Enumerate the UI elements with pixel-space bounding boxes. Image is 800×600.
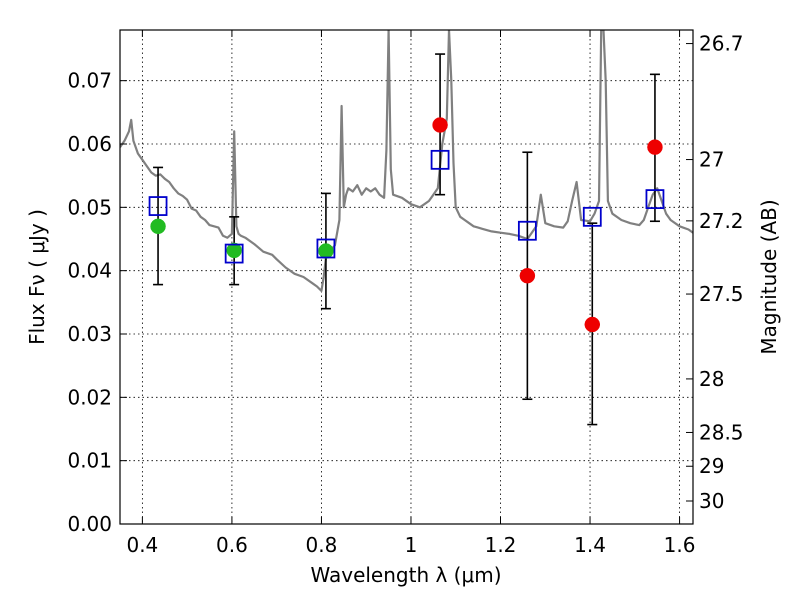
y-tick-label: 0.05	[67, 195, 112, 219]
right-tick-label: 30	[699, 489, 724, 513]
y-tick-label: 0.07	[67, 69, 112, 93]
right-tick-label: 27.5	[699, 282, 744, 306]
observed-point	[432, 117, 448, 133]
y-tick-label: 0.00	[67, 512, 112, 536]
spectrum-layer	[120, 30, 693, 292]
observed-point	[318, 243, 334, 259]
marker-layer	[148, 117, 665, 333]
y-tick-label: 0.02	[67, 385, 112, 409]
y-tick-label: 0.01	[67, 449, 112, 473]
right-tick-label: 26.7	[699, 32, 744, 56]
model-square	[582, 206, 602, 227]
right-tick-label: 28	[699, 367, 724, 391]
spectrum-line	[120, 30, 693, 292]
observed-point	[150, 218, 166, 235]
model-square	[517, 220, 537, 241]
y-axis-label: Flux Fν ( μJy )	[25, 209, 49, 345]
y-axis-right-label: Magnitude (AB)	[757, 199, 781, 354]
x-tick-label: 1.6	[664, 533, 696, 557]
model-square	[224, 243, 244, 264]
model-square	[148, 196, 168, 216]
plot-frame	[119, 29, 694, 525]
model-square	[316, 238, 336, 259]
right-tick-label: 28.5	[699, 420, 744, 444]
model-square	[645, 189, 665, 210]
ticks-layer: 0.4 0.6 0.8 1 1.2 1.4 1.6 0.00 0.01 0.02 0.03 0.04 0…	[67, 30, 744, 557]
observed-point	[519, 267, 536, 284]
x-tick-label: 1.2	[485, 533, 517, 557]
right-tick-label: 27.2	[699, 209, 744, 233]
y-tick-label: 0.06	[67, 132, 112, 156]
x-tick-label: 0.8	[306, 533, 338, 557]
y-tick-label: 0.04	[67, 259, 112, 283]
observed-point	[647, 139, 663, 155]
right-tick-label: 29	[699, 454, 724, 478]
model-square	[430, 149, 450, 170]
x-tick-label: 0.6	[216, 533, 248, 557]
x-tick-label: 1.4	[574, 533, 606, 557]
x-tick-label: 1	[405, 533, 418, 557]
right-tick-label: 27	[699, 148, 724, 172]
y-tick-label: 0.03	[67, 322, 112, 346]
observed-point	[226, 242, 242, 259]
x-tick-label: 0.4	[126, 533, 158, 557]
x-axis-label: Wavelength λ (μm)	[310, 563, 501, 587]
observed-point	[584, 316, 601, 333]
